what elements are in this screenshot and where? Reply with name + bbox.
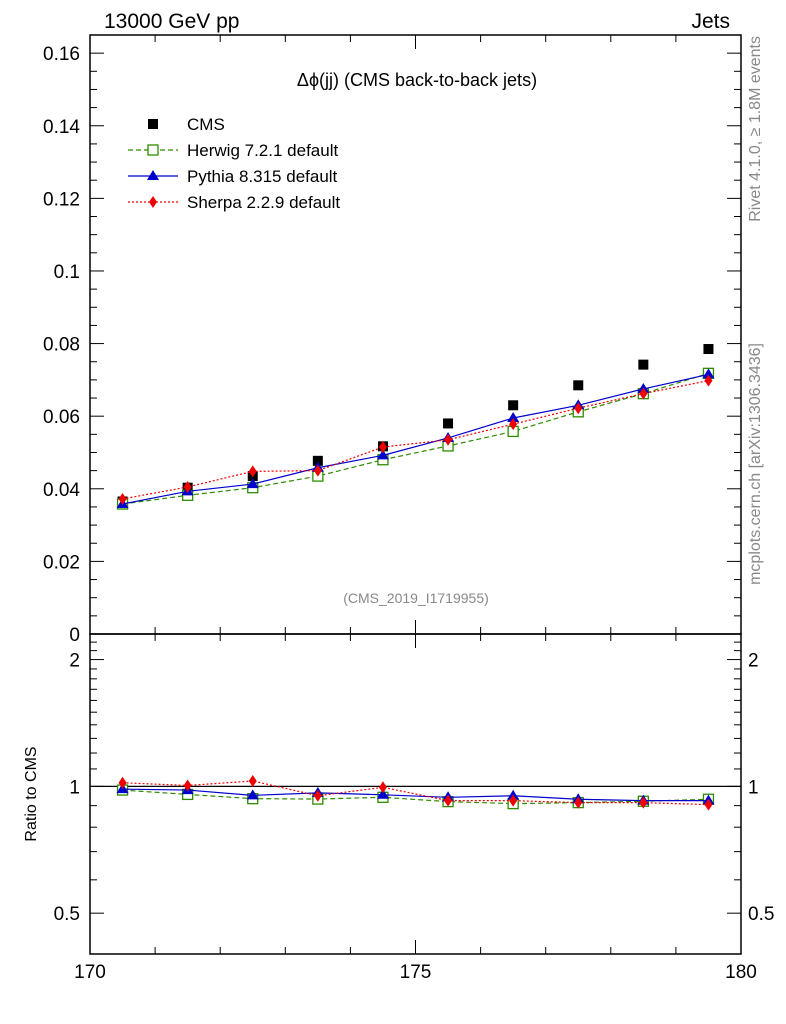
data-point bbox=[378, 441, 387, 454]
data-point bbox=[443, 418, 454, 429]
series-line bbox=[122, 380, 709, 500]
legend-label: Herwig 7.2.1 default bbox=[187, 141, 338, 160]
legend-entry: Sherpa 2.2.9 default bbox=[128, 193, 340, 212]
rivet-version-label: Rivet 4.1.0, ≥ 1.8M events bbox=[747, 36, 764, 222]
series-pythia bbox=[116, 368, 715, 509]
x-tick-label: 175 bbox=[400, 962, 432, 983]
data-point bbox=[509, 418, 518, 431]
ratio-series-layer bbox=[116, 774, 715, 811]
data-point bbox=[704, 374, 713, 387]
main-y-tick-label: 0.06 bbox=[43, 407, 80, 428]
legend: CMS Herwig 7.2.1 default Pythia 8.315 defa… bbox=[128, 115, 340, 212]
ratio-point bbox=[639, 796, 648, 809]
data-point bbox=[246, 478, 259, 489]
legend-entry: Pythia 8.315 default bbox=[128, 167, 338, 186]
main-y-tick-label: 0 bbox=[69, 625, 80, 646]
data-point bbox=[573, 380, 584, 391]
legend-marker bbox=[148, 119, 158, 129]
data-point bbox=[248, 465, 257, 478]
data-point bbox=[703, 344, 714, 355]
main-y-tick-label: 0.04 bbox=[43, 480, 80, 501]
ratio-point bbox=[183, 779, 192, 792]
ratio-point bbox=[246, 789, 259, 800]
header-left-label: 13000 GeV pp bbox=[104, 10, 239, 33]
data-point bbox=[508, 400, 519, 411]
series-line bbox=[122, 372, 709, 505]
ratio-series-herwig bbox=[116, 784, 715, 810]
data-point bbox=[702, 368, 715, 379]
ratio-point bbox=[574, 796, 583, 809]
ratio-line bbox=[122, 780, 709, 806]
ratio-y-tick-label: 0.5 bbox=[54, 904, 80, 925]
ratio-y-tick-label: 1 bbox=[69, 777, 80, 798]
main-y-tick-label: 0.02 bbox=[43, 552, 80, 573]
series-line bbox=[122, 373, 709, 505]
ratio-line bbox=[122, 789, 709, 805]
data-point bbox=[444, 433, 453, 446]
ratio-point bbox=[313, 789, 322, 802]
main-y-tick-label: 0.1 bbox=[54, 262, 80, 283]
x-axis: 170 175 180 bbox=[74, 35, 757, 983]
ratio-y-axis-label: Ratio to CMS bbox=[23, 746, 40, 841]
ratio-axes: 0.5 0.5 1 1 2 2 bbox=[54, 641, 774, 925]
data-point bbox=[118, 492, 127, 505]
main-y-tick-label: 0.16 bbox=[43, 44, 80, 65]
data-point bbox=[313, 464, 322, 477]
x-tick-label: 180 bbox=[725, 962, 757, 983]
series-sherpa bbox=[118, 374, 713, 505]
ratio-point bbox=[444, 794, 453, 807]
ratio-series-sherpa bbox=[118, 774, 713, 811]
legend-label: Sherpa 2.2.9 default bbox=[187, 193, 340, 212]
header-right-label: Jets bbox=[691, 10, 730, 33]
ratio-point bbox=[118, 776, 127, 789]
data-point bbox=[312, 455, 323, 466]
ratio-point bbox=[509, 794, 518, 807]
plot-title: Δϕ(jj) (CMS back-to-back jets) bbox=[297, 70, 537, 90]
legend-marker bbox=[147, 144, 159, 156]
ratio-point bbox=[248, 774, 257, 787]
mcplots-credit-label: mcplots.cern.ch [arXiv:1306.3436] bbox=[747, 343, 764, 585]
ratio-y-tick-label-right: 2 bbox=[748, 651, 759, 672]
analysis-watermark: (CMS_2019_I1719955) bbox=[343, 590, 489, 606]
main-series-layer bbox=[116, 344, 715, 510]
ratio-point bbox=[376, 788, 389, 799]
legend-marker bbox=[147, 170, 159, 180]
legend-entry: CMS bbox=[148, 115, 225, 134]
main-y-tick-label: 0.12 bbox=[43, 189, 80, 210]
data-point bbox=[638, 359, 649, 370]
data-point bbox=[574, 402, 583, 415]
ratio-y-tick-label: 2 bbox=[69, 651, 80, 672]
legend-marker bbox=[149, 196, 157, 208]
main-y-tick-label: 0.14 bbox=[43, 117, 80, 138]
legend-entry: Herwig 7.2.1 default bbox=[128, 141, 338, 160]
data-point bbox=[507, 411, 520, 422]
ratio-point bbox=[378, 781, 387, 794]
ratio-y-tick-label-right: 0.5 bbox=[748, 904, 774, 925]
data-point bbox=[639, 387, 648, 400]
ratio-point bbox=[704, 798, 713, 811]
ratio-y-tick-label-right: 1 bbox=[748, 777, 759, 798]
main-axes: 0 0.02 0.04 0.06 0.08 0.1 0.12 0.14 0.16 bbox=[43, 34, 741, 646]
x-tick-label: 170 bbox=[74, 962, 106, 983]
ratio-line bbox=[122, 788, 709, 802]
data-point bbox=[376, 449, 389, 460]
series-cms bbox=[117, 344, 714, 507]
series-herwig bbox=[116, 367, 715, 510]
legend-label: CMS bbox=[187, 115, 225, 134]
data-point bbox=[183, 480, 192, 493]
main-y-tick-label: 0.08 bbox=[43, 335, 80, 356]
legend-label: Pythia 8.315 default bbox=[187, 167, 338, 186]
